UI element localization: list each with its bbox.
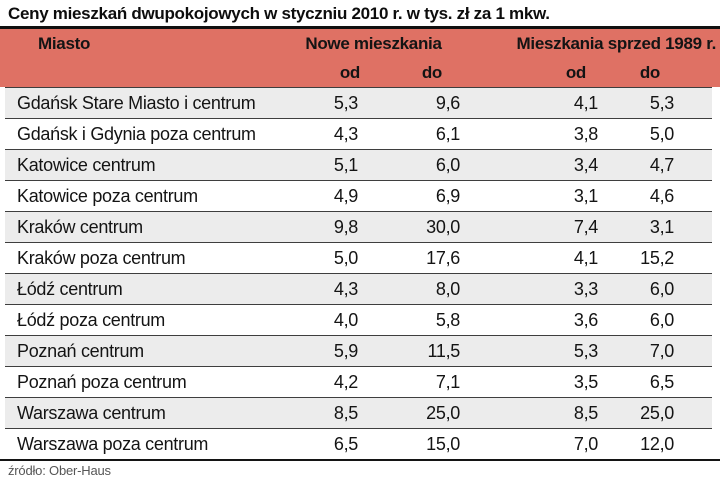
value-cell: 7,0 <box>649 340 674 361</box>
value-cell: 8,0 <box>435 278 460 299</box>
city-cell: Łódź poza centrum <box>17 309 165 330</box>
title-divider <box>0 26 720 29</box>
value-cell: 4,0 <box>333 309 358 330</box>
city-cell: Katowice centrum <box>17 154 156 175</box>
source-divider <box>0 459 720 461</box>
table-row: Warszawa centrum 8,5 25,0 8,5 25,0 <box>5 397 712 428</box>
value-cell: 5,3 <box>333 92 358 113</box>
value-cell: 3,1 <box>649 216 674 237</box>
city-cell: Poznań poza centrum <box>17 371 187 392</box>
city-cell: Łódź centrum <box>17 278 123 299</box>
value-cell: 25,0 <box>426 402 460 423</box>
value-cell: 6,9 <box>435 185 460 206</box>
table-row: Warszawa poza centrum 6,5 15,0 7,0 12,0 <box>5 428 712 459</box>
value-cell: 5,8 <box>435 309 460 330</box>
subheader-do-new: do <box>421 63 442 82</box>
city-cell: Poznań centrum <box>17 340 144 361</box>
value-cell: 7,1 <box>435 371 460 392</box>
page-title: Ceny mieszkań dwupokojowych w styczniu 2… <box>8 4 550 23</box>
subheader-do-pre1989: do <box>639 63 660 82</box>
value-cell: 3,6 <box>573 309 598 330</box>
value-cell: 15,0 <box>426 433 460 454</box>
value-cell: 5,0 <box>649 123 674 144</box>
value-cell: 6,0 <box>649 309 674 330</box>
subheader-od-pre1989: od <box>565 63 586 82</box>
table-row: Łódź poza centrum 4,0 5,8 3,6 6,0 <box>5 304 712 335</box>
value-cell: 3,4 <box>573 154 598 175</box>
table-row: Kraków poza centrum 5,0 17,6 4,1 15,2 <box>5 242 712 273</box>
value-cell: 5,0 <box>333 247 358 268</box>
value-cell: 6,5 <box>333 433 358 454</box>
value-cell: 17,6 <box>426 247 460 268</box>
city-cell: Warszawa poza centrum <box>17 433 209 454</box>
city-cell: Warszawa centrum <box>17 402 166 423</box>
value-cell: 5,3 <box>649 92 674 113</box>
value-cell: 6,0 <box>649 278 674 299</box>
value-cell: 4,6 <box>649 185 674 206</box>
value-cell: 9,6 <box>435 92 460 113</box>
value-cell: 9,8 <box>333 216 358 237</box>
table-row: Katowice centrum 5,1 6,0 3,4 4,7 <box>5 149 712 180</box>
city-cell: Kraków centrum <box>17 216 143 237</box>
value-cell: 30,0 <box>426 216 460 237</box>
value-cell: 3,3 <box>573 278 598 299</box>
table-row: Poznań centrum 5,9 11,5 5,3 7,0 <box>5 335 712 366</box>
value-cell: 5,3 <box>573 340 598 361</box>
value-cell: 3,8 <box>573 123 598 144</box>
value-cell: 4,2 <box>333 371 358 392</box>
table-header: Miasto Nowe mieszkania Mieszkania sprzed… <box>0 29 720 87</box>
city-cell: Kraków poza centrum <box>17 247 186 268</box>
table-row: Kraków centrum 9,8 30,0 7,4 3,1 <box>5 211 712 242</box>
value-cell: 8,5 <box>333 402 358 423</box>
table-row: Gdańsk Stare Miasto i centrum 5,3 9,6 4,1 5,… <box>5 87 712 118</box>
value-cell: 7,4 <box>573 216 598 237</box>
value-cell: 11,5 <box>427 340 461 361</box>
column-header-city: Miasto <box>38 34 91 53</box>
value-cell: 12,0 <box>640 433 674 454</box>
value-cell: 25,0 <box>640 402 674 423</box>
group-header-pre1989-flats: Mieszkania sprzed 1989 r. <box>516 34 717 53</box>
value-cell: 6,0 <box>435 154 460 175</box>
value-cell: 4,3 <box>333 123 358 144</box>
value-cell: 4,3 <box>333 278 358 299</box>
value-cell: 3,5 <box>573 371 598 392</box>
source-note: źródło: Ober-Haus <box>8 463 111 478</box>
value-cell: 3,1 <box>573 185 598 206</box>
table-body: Gdańsk Stare Miasto i centrum 5,3 9,6 4,1 5,… <box>5 87 712 459</box>
value-cell: 4,1 <box>573 92 598 113</box>
value-cell: 7,0 <box>573 433 598 454</box>
value-cell: 6,1 <box>435 123 460 144</box>
table-row: Gdańsk i Gdynia poza centrum 4,3 6,1 3,8 5,0 <box>5 118 712 149</box>
value-cell: 5,9 <box>333 340 358 361</box>
value-cell: 15,2 <box>640 247 674 268</box>
group-header-new-flats: Nowe mieszkania <box>305 34 442 53</box>
value-cell: 4,7 <box>649 154 674 175</box>
value-cell: 8,5 <box>573 402 598 423</box>
table-row: Poznań poza centrum 4,2 7,1 3,5 6,5 <box>5 366 712 397</box>
table-row: Łódź centrum 4,3 8,0 3,3 6,0 <box>5 273 712 304</box>
subheader-od-new: od <box>339 63 360 82</box>
city-cell: Katowice poza centrum <box>17 185 198 206</box>
value-cell: 4,1 <box>573 247 598 268</box>
value-cell: 4,9 <box>333 185 358 206</box>
value-cell: 6,5 <box>649 371 674 392</box>
city-cell: Gdańsk Stare Miasto i centrum <box>17 92 256 113</box>
city-cell: Gdańsk i Gdynia poza centrum <box>17 123 256 144</box>
value-cell: 5,1 <box>333 154 358 175</box>
table-row: Katowice poza centrum 4,9 6,9 3,1 4,6 <box>5 180 712 211</box>
